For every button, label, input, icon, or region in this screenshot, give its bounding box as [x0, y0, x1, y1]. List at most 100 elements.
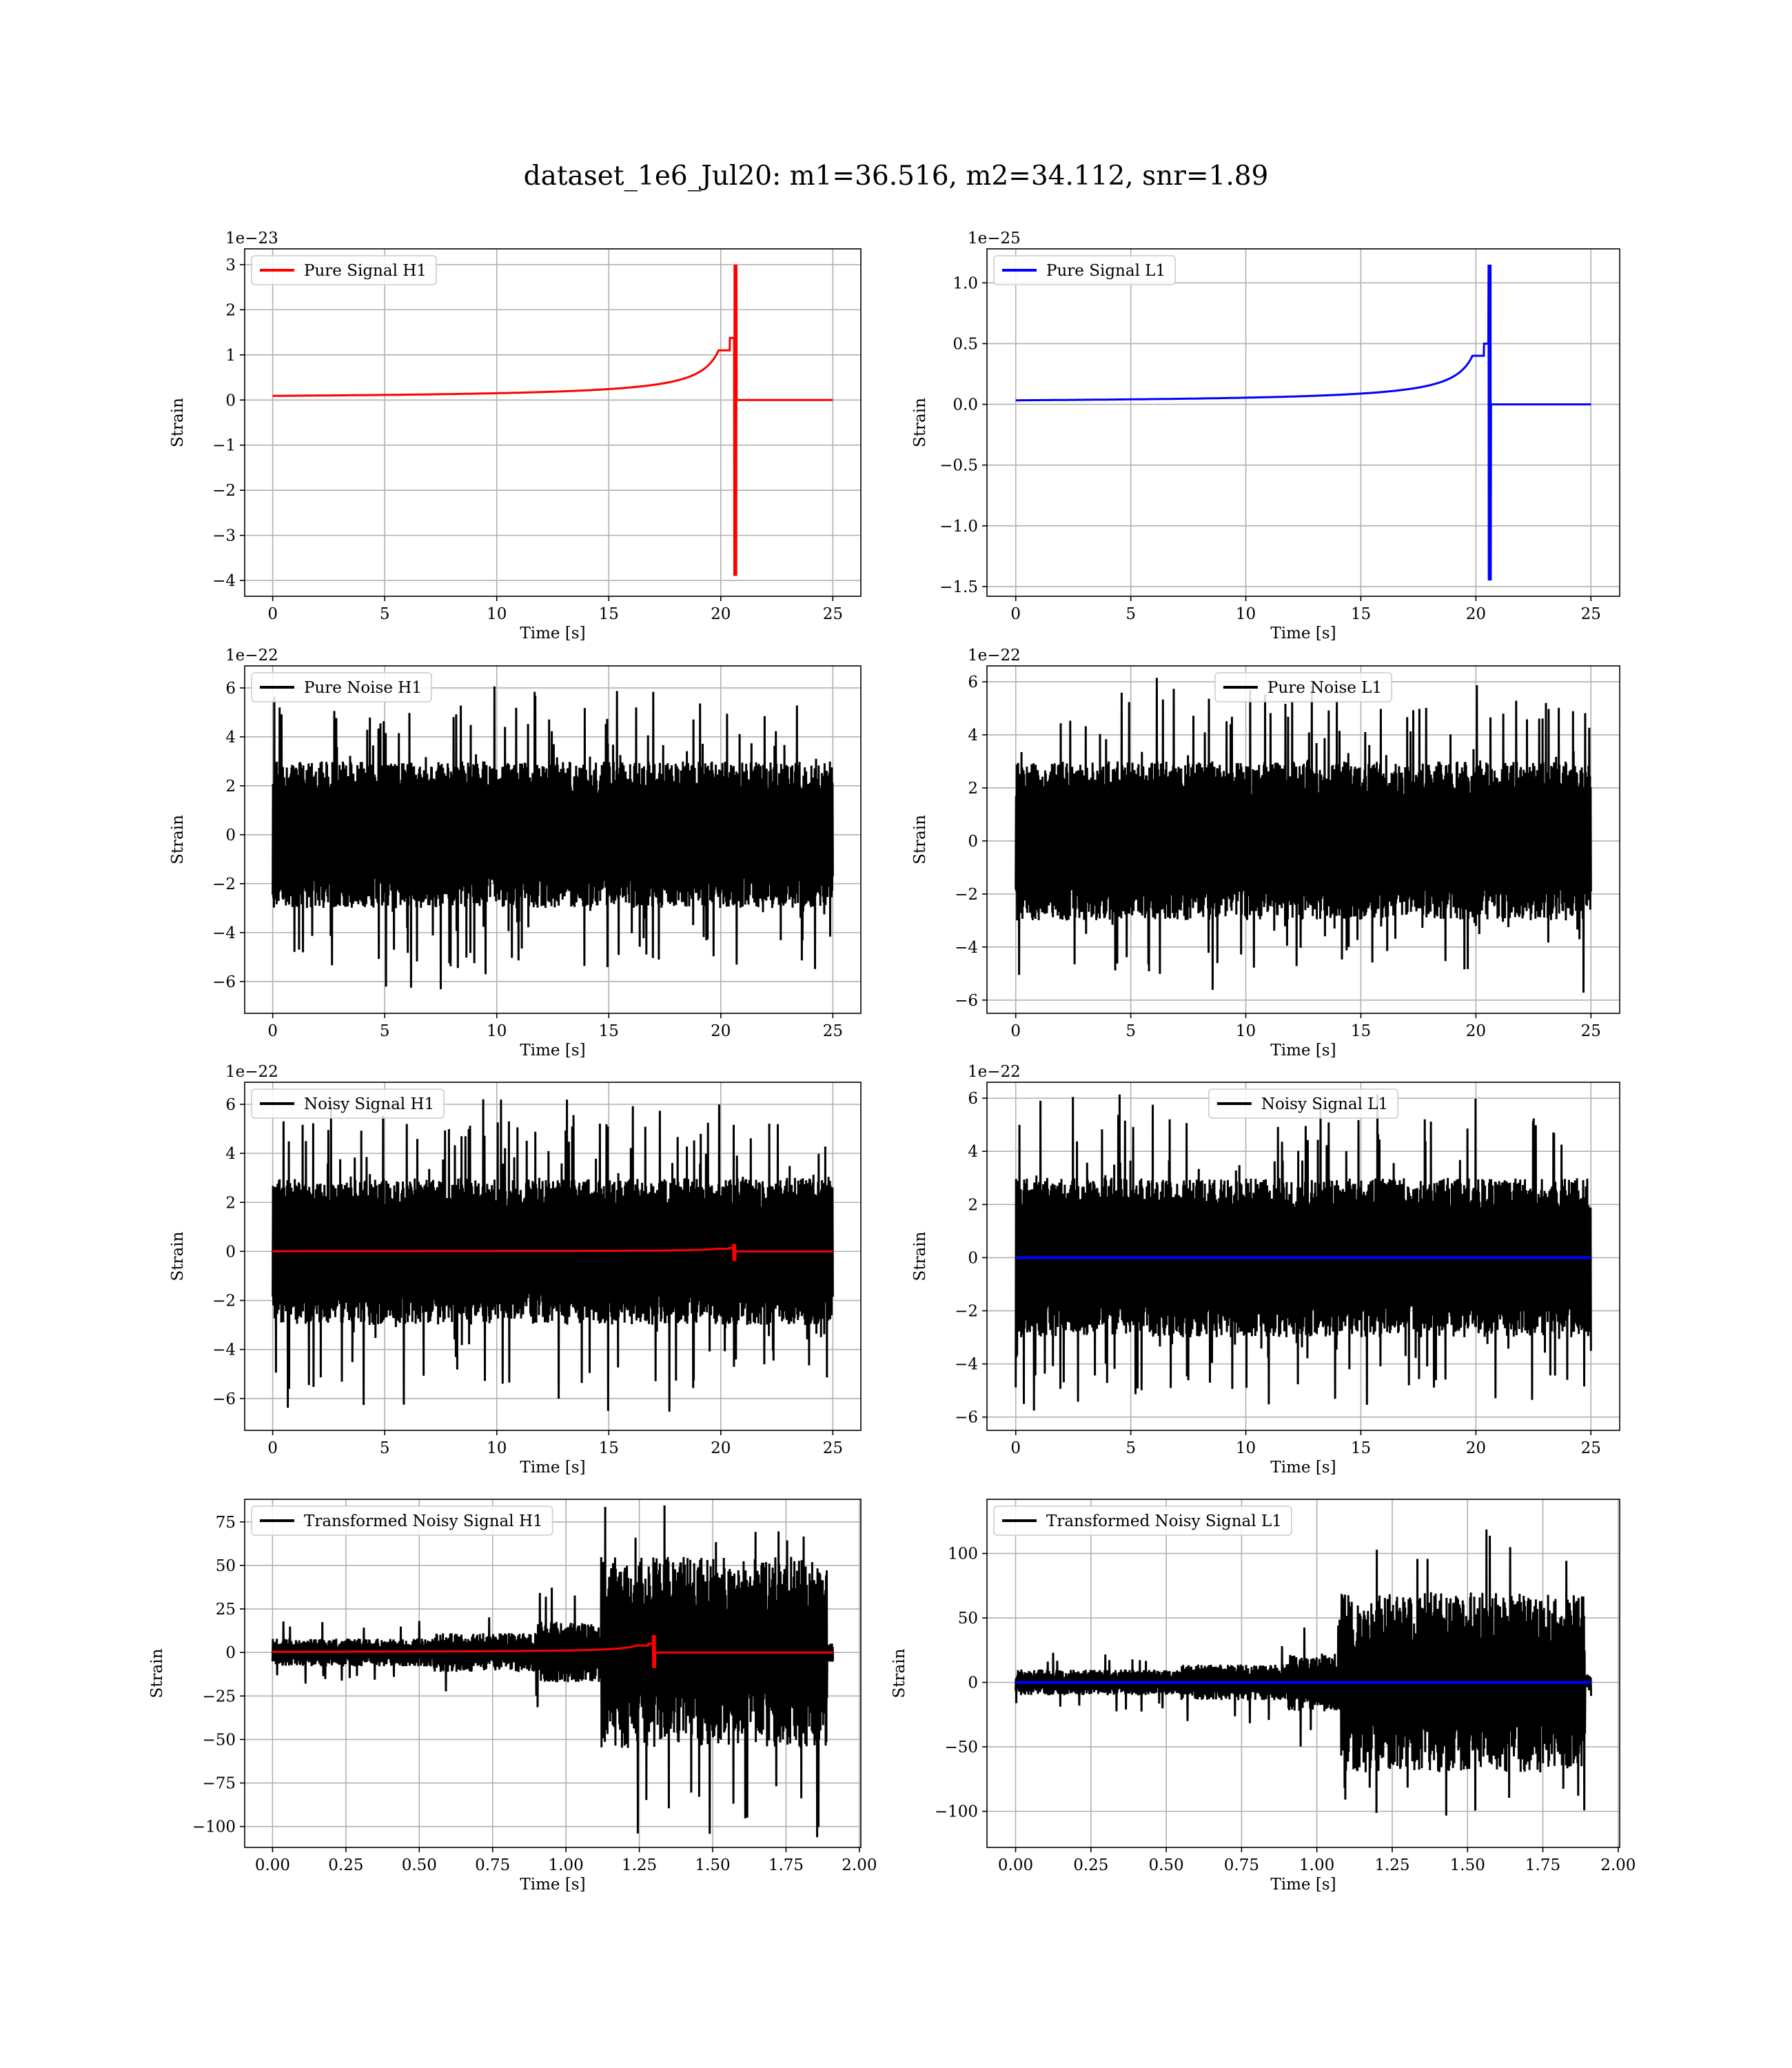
series-group — [1015, 1529, 1592, 1816]
y-tick-label: 4 — [968, 1143, 978, 1161]
subplot-transformed-noisy-signal-l1: 0.00 0.25 0.50 0.75 1.00 1.25 1.50 1.75 2.00 −100… — [890, 1499, 1636, 1894]
x-tick-label: 10 — [487, 1022, 507, 1040]
series-group — [1015, 264, 1591, 581]
legend: Pure Noise H1 — [251, 672, 432, 702]
series-line-pure-noise-h1 — [272, 686, 834, 990]
x-tick-label: 10 — [1236, 1439, 1256, 1457]
x-tick-label: 1.50 — [1450, 1856, 1485, 1874]
y-tick-label: 2 — [968, 1196, 978, 1214]
y-tick-label: 6 — [225, 1096, 236, 1114]
y-tick-label: −4 — [955, 939, 978, 957]
x-tick-label: 0.25 — [1073, 1856, 1108, 1874]
legend: Noisy Signal H1 — [251, 1088, 445, 1119]
y-offset-label: 1e−22 — [968, 1063, 1021, 1081]
figure-title: dataset_1e6_Jul20: m1=36.516, m2=34.112,… — [524, 161, 1269, 192]
y-tick-label: −75 — [202, 1775, 236, 1793]
y-tick-label: 6 — [968, 1090, 978, 1108]
y-tick-label: 2 — [225, 778, 236, 795]
x-tick-label: 25 — [1581, 605, 1601, 623]
x-tick-label: 1.00 — [1299, 1856, 1334, 1874]
x-tick-label: 20 — [711, 1022, 731, 1040]
series-group — [1015, 1094, 1592, 1411]
y-tick-label: 50 — [216, 1557, 236, 1575]
x-tick-label: 20 — [1466, 605, 1486, 623]
x-tick-label: 0 — [267, 1022, 278, 1040]
y-tick-label: −100 — [192, 1818, 236, 1836]
axes-frame — [986, 1082, 1620, 1431]
y-tick-label: −6 — [212, 973, 236, 991]
y-tick-label: −3 — [212, 527, 236, 545]
x-tick-label: 25 — [823, 1022, 843, 1040]
y-axis-label: Strain — [911, 398, 929, 447]
x-tick-label: 0.25 — [328, 1856, 363, 1874]
y-offset-label: 1e−22 — [225, 1063, 278, 1081]
y-tick-label: −0.5 — [939, 457, 978, 475]
x-tick-label: 25 — [1581, 1439, 1601, 1457]
subplot-noisy-signal-l1: 0 5 10 15 20 25 −6 −4 −2 0 2 4 6 Time [s] Strain 1e−22 N… — [911, 1063, 1620, 1477]
x-tick-label: 25 — [823, 1439, 843, 1457]
legend: Transformed Noisy Signal L1 — [993, 1506, 1292, 1536]
legend-frame — [251, 672, 432, 702]
y-tick-label: −6 — [955, 1409, 978, 1427]
x-tick-label: 0 — [267, 1439, 278, 1457]
y-tick-label: −2 — [212, 1292, 236, 1310]
legend: Noisy Signal L1 — [1208, 1088, 1398, 1119]
y-tick-label: 50 — [958, 1610, 978, 1628]
y-tick-label: 1 — [225, 347, 236, 365]
y-tick-label: 0.0 — [953, 396, 978, 414]
y-axis-label: Strain — [169, 815, 187, 864]
x-tick-label: 0.75 — [1224, 1856, 1259, 1874]
y-tick-label: −4 — [212, 924, 236, 942]
y-tick-label: 3 — [225, 256, 236, 274]
x-tick-label: 0.50 — [1148, 1856, 1183, 1874]
y-tick-label: −6 — [212, 1390, 236, 1408]
x-tick-label: 15 — [599, 1439, 619, 1457]
legend-frame — [251, 255, 437, 285]
x-tick-label: 20 — [711, 1439, 731, 1457]
x-tick-label: 0 — [1010, 605, 1021, 623]
x-tick-label: 20 — [711, 605, 731, 623]
y-tick-label: 25 — [216, 1601, 236, 1619]
x-tick-label: 20 — [1466, 1439, 1486, 1457]
axes-frame — [244, 665, 862, 1014]
x-tick-label: 0.50 — [402, 1856, 437, 1874]
legend-frame — [993, 1506, 1292, 1536]
y-tick-label: −100 — [935, 1803, 978, 1821]
legend: Pure Noise L1 — [1214, 672, 1392, 702]
legend-label: Pure Noise H1 — [304, 679, 422, 697]
y-tick-label: −1.5 — [939, 578, 978, 596]
x-tick-label: 0 — [267, 605, 278, 623]
legend: Pure Signal H1 — [251, 255, 437, 285]
y-tick-label: 0 — [225, 827, 236, 844]
subplot-transformed-noisy-signal-h1: 0.00 0.25 0.50 0.75 1.00 1.25 1.50 1.75 2.00 −100… — [148, 1499, 877, 1894]
axes-frame — [244, 248, 862, 597]
y-tick-label: 0.5 — [953, 335, 978, 353]
x-tick-label: 2.00 — [842, 1856, 877, 1874]
legend-label: Noisy Signal H1 — [304, 1095, 434, 1113]
x-tick-label: 20 — [1466, 1022, 1486, 1040]
subplot-noisy-signal-h1: 0 5 10 15 20 25 −6 −4 −2 0 2 4 6 Time [s] Strain 1e−22 N… — [169, 1063, 862, 1477]
y-tick-label: 0 — [968, 1674, 978, 1692]
y-axis-label: Strain — [169, 398, 187, 447]
axes-frame — [986, 1499, 1620, 1848]
x-tick-label: 10 — [1236, 605, 1256, 623]
y-axis-label: Strain — [911, 815, 929, 864]
x-tick-label: 15 — [599, 605, 619, 623]
y-tick-label: −50 — [944, 1738, 978, 1756]
y-axis-label: Strain — [890, 1648, 908, 1698]
x-tick-label: 0.75 — [475, 1856, 510, 1874]
legend-label: Pure Signal H1 — [304, 262, 427, 280]
x-tick-label: 25 — [823, 605, 843, 623]
y-tick-label: −6 — [955, 992, 978, 1010]
subplot-pure-noise-l1: 0 5 10 15 20 25 −6 −4 −2 0 2 4 6 Time [s] Strain 1e−22 P… — [911, 647, 1620, 1060]
y-tick-label: 4 — [225, 729, 236, 747]
x-tick-label: 25 — [1581, 1022, 1601, 1040]
legend-label: Pure Signal L1 — [1046, 262, 1165, 280]
legend-frame — [1214, 672, 1392, 702]
x-tick-label: 5 — [380, 605, 390, 623]
y-tick-label: −2 — [212, 875, 236, 893]
y-tick-label: −4 — [212, 1341, 236, 1359]
y-axis-label: Strain — [911, 1231, 929, 1281]
series-line-transformed-noisy-signal-h1 — [271, 1505, 835, 1838]
x-tick-label: 1.25 — [622, 1856, 657, 1874]
